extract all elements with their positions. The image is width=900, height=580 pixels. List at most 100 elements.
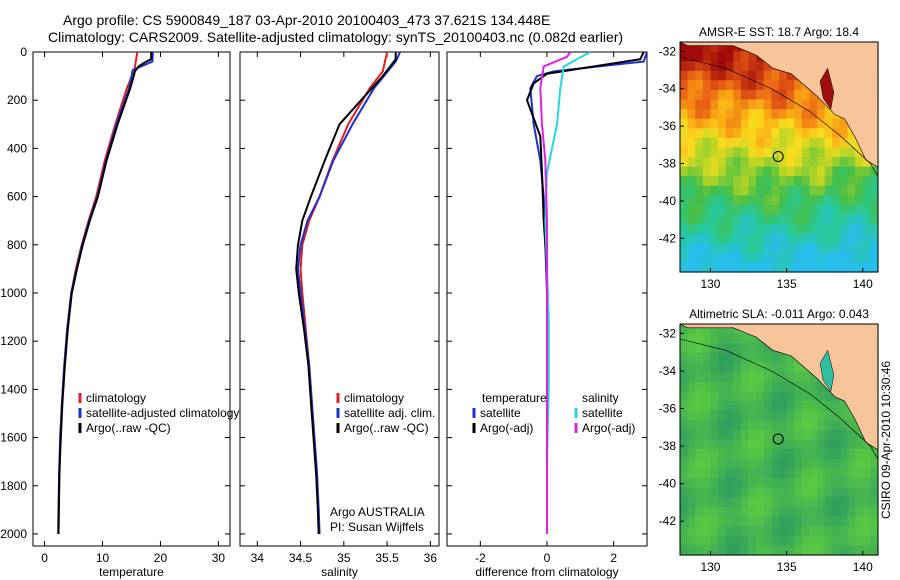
map-cell [756,468,765,479]
map-cell [710,70,719,81]
map-cell [870,166,879,177]
map-cell [680,195,689,206]
map-cell [756,80,765,91]
map-cell [725,185,734,196]
map-cell [718,362,727,373]
map-cell [763,487,772,498]
map-cell [817,458,826,469]
map-cell [733,487,742,498]
map-cell [817,516,826,527]
map-cell [801,526,810,537]
map-cell [786,157,795,168]
map-cell [756,118,765,129]
map-cell [794,410,803,421]
x-tick-label: -2 [475,551,486,565]
map-cell [740,478,750,489]
map-cell [680,262,689,273]
map-cell [748,401,757,412]
map-cell [786,185,795,196]
map-cell [801,214,810,225]
map-cell [725,51,734,62]
y-tick-label: 0 [20,45,27,59]
map-cell [748,458,757,469]
map-cell [710,429,719,441]
map-cell [809,157,818,168]
map-cell [809,372,818,383]
map-frame [679,323,879,556]
map-cell [801,535,810,546]
map-x-tick-label: 130 [700,277,720,291]
map-cell [801,166,810,177]
map-cell [779,372,788,383]
map-cell [748,243,757,254]
map-cell [832,401,841,412]
map-cell [779,137,788,148]
map-cell [771,506,780,518]
map-cell [687,176,696,187]
map-cell [862,204,871,216]
map-cell [710,214,719,225]
map-cell [832,137,841,148]
map-cell [687,195,696,206]
map-cell [710,252,719,263]
map-cell [817,262,826,273]
map-cell [817,478,826,489]
x-tick-label: 20 [154,551,168,565]
map-cell [687,252,696,263]
map-cell [702,51,711,62]
map-cell [794,233,803,244]
map-cell [809,545,818,556]
map-cell [748,362,757,373]
map-cell [733,51,742,62]
map-cell [771,352,780,364]
map-cell [725,252,734,263]
map-cell [687,401,696,412]
map-cell [733,61,742,72]
map-x-tick-label: 130 [700,560,720,574]
map-cell [695,458,704,469]
map-cell [756,343,765,354]
map-y-tick-label: -42 [659,514,677,528]
map-cell [832,545,841,556]
map-cell [763,478,772,489]
map-cell [847,262,856,273]
map-cell [855,185,864,196]
map-cell [702,99,711,110]
map-cell [817,109,826,120]
map-cell [763,109,772,120]
map-cell [680,99,689,110]
map-cell [687,478,696,489]
map-cell [779,147,788,158]
temperature-legend-label: Argo(..raw -QC) [86,421,171,435]
map-cell [733,516,742,527]
map-cell [794,118,803,129]
y-tick-label: 1600 [0,431,27,445]
map-cell [740,70,750,81]
map-cell [824,252,833,263]
map-cell [824,429,833,441]
map-cell [756,99,765,110]
map-cell [794,497,803,508]
map-cell [794,401,803,412]
map-cell [847,458,856,469]
map-cell [740,61,750,72]
map-cell [748,147,757,158]
map-cell [779,166,788,177]
map-cell [763,70,772,81]
map-cell [839,401,849,412]
map-cell [839,439,849,450]
map-cell [702,109,711,120]
map-cell [680,420,689,431]
map-cell [809,468,818,479]
map-cell [817,526,826,537]
map-cell [680,516,689,527]
map-cell [748,204,757,216]
map-cell [832,195,841,206]
map-cell [740,224,750,235]
map-cell [725,214,734,225]
map-cell [839,410,849,421]
map-cell [771,439,780,450]
map-cell [771,80,780,91]
map-cell [725,352,734,364]
map-cell [855,147,864,158]
